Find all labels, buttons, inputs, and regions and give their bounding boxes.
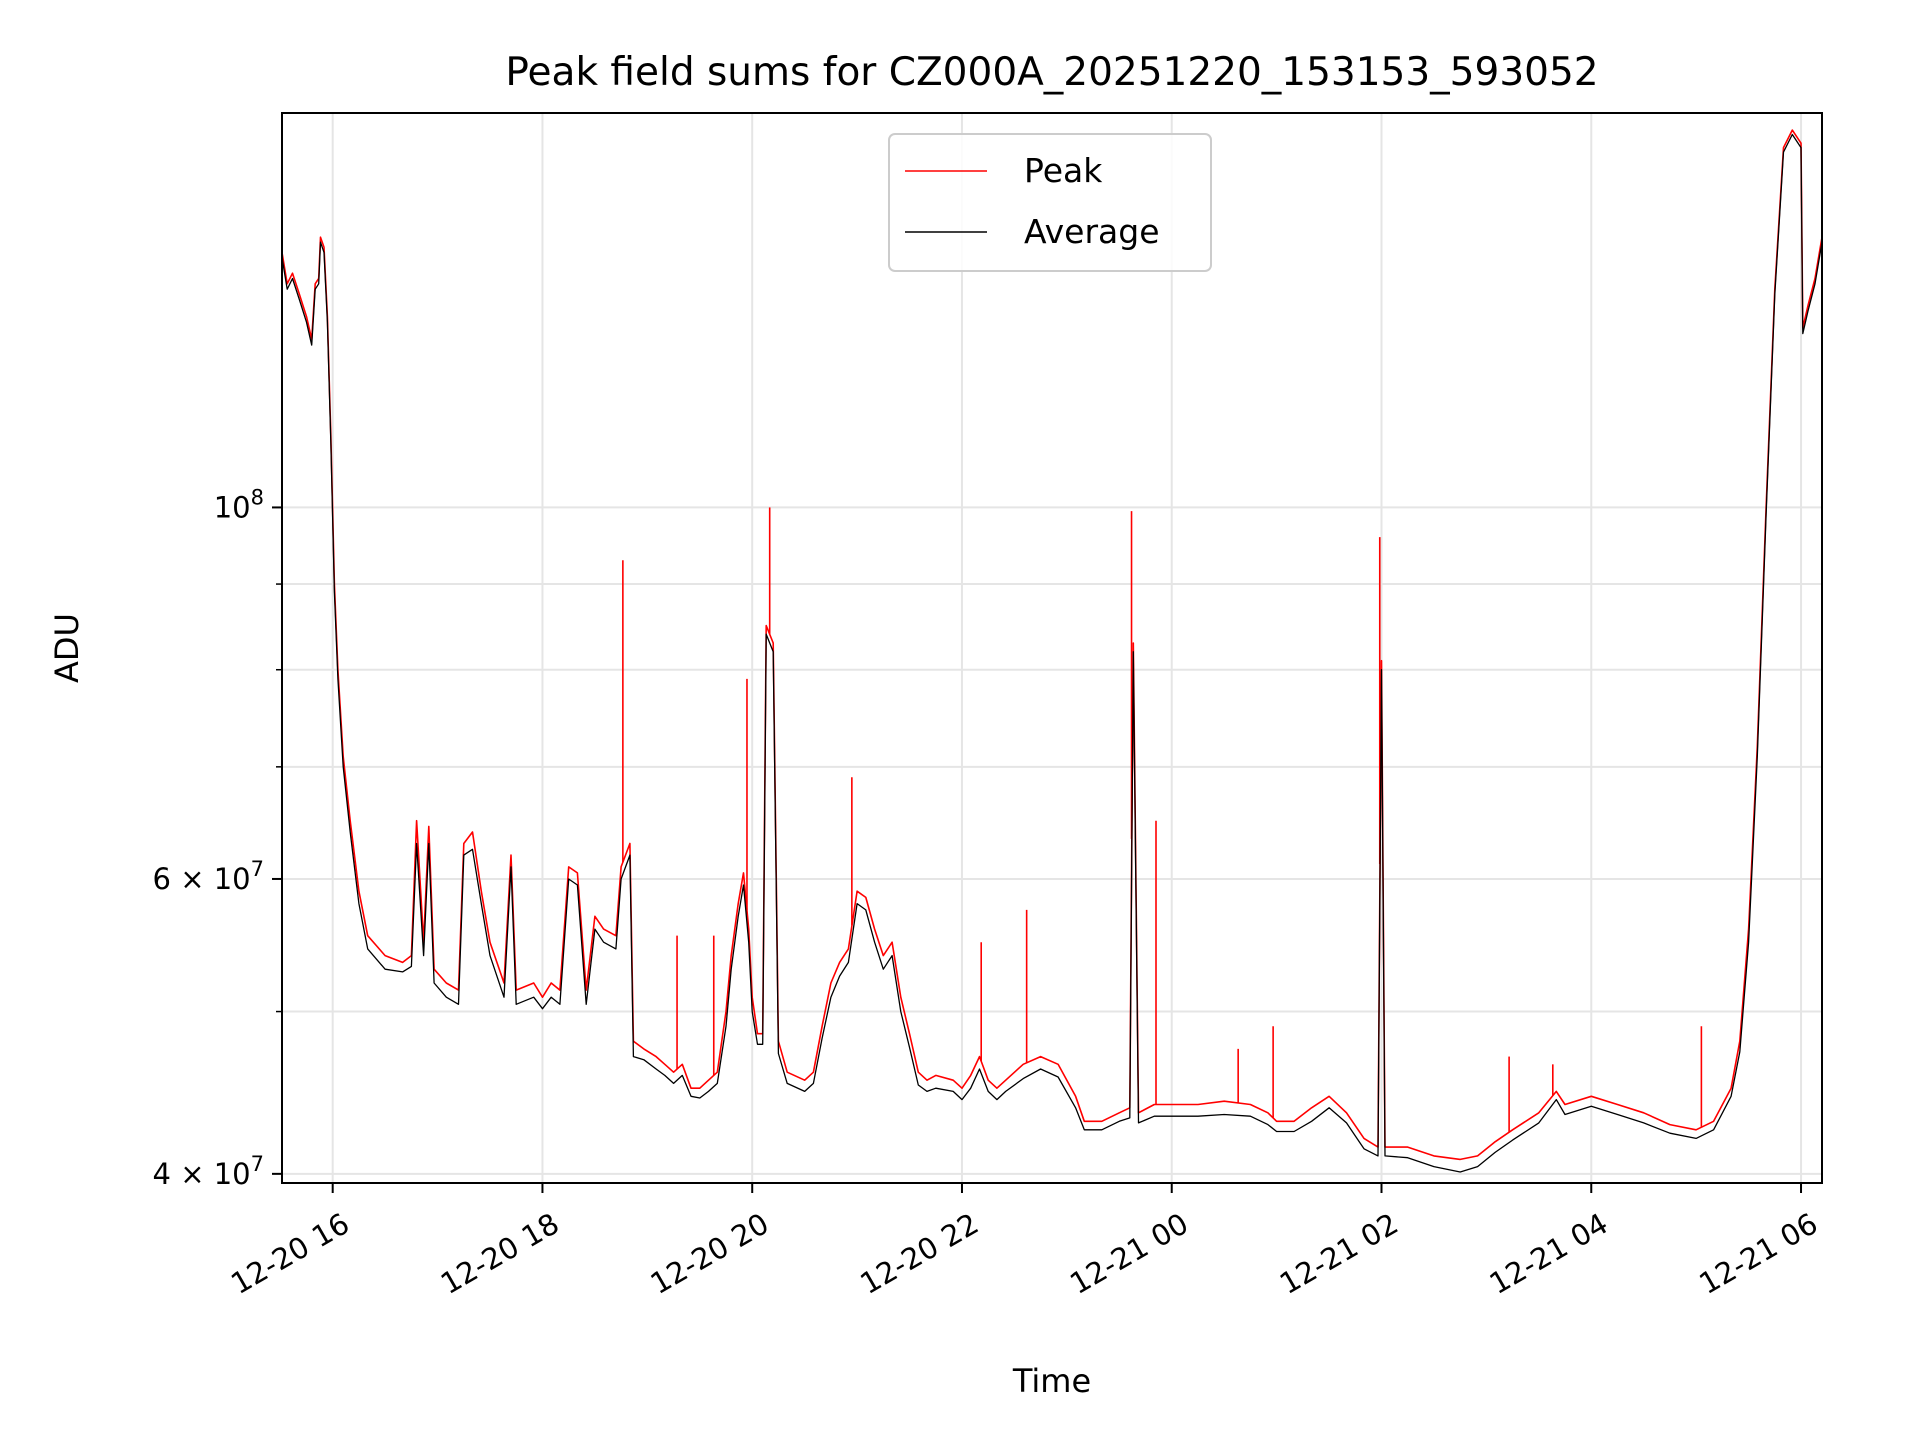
series-average [282, 133, 1822, 1173]
legend-label-average: Average [1024, 212, 1160, 251]
chart-title: Peak field sums for CZ000A_20251220_1531… [505, 50, 1598, 95]
y-tick-label: 6 × 107 [153, 857, 264, 896]
legend: Peak Average [888, 133, 1212, 272]
plot-frame [281, 112, 1823, 1184]
series-layer [282, 129, 1822, 1173]
grid [282, 113, 1822, 1183]
y-axis: 4 × 107 6 × 107 108 [153, 485, 282, 1191]
y-axis-title: ADU [48, 613, 86, 683]
series-line-average [282, 133, 1822, 1173]
legend-label-peak: Peak [1024, 151, 1103, 190]
x-axis-title: Time [1012, 1362, 1091, 1400]
y-tick-label: 108 [214, 485, 264, 524]
y-tick-label: 4 × 107 [153, 1152, 264, 1191]
legend-box [888, 133, 1212, 272]
